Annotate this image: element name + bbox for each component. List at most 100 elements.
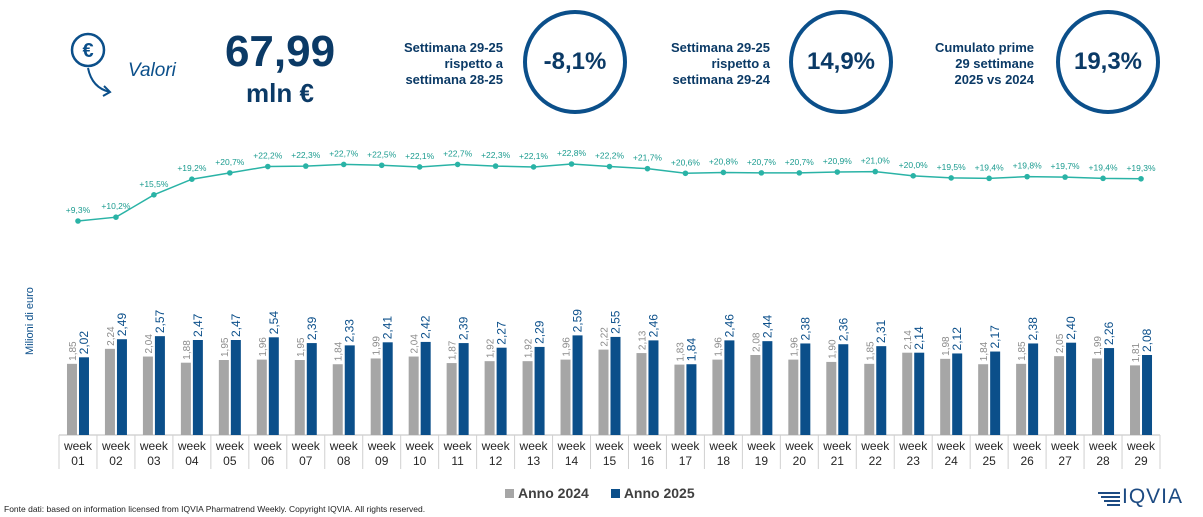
x-tick-label-prefix: week: [1126, 439, 1156, 453]
x-tick-label-prefix: week: [708, 439, 738, 453]
x-tick-label-prefix: week: [481, 439, 511, 453]
x-tick-label: 10: [413, 454, 427, 468]
data-label-2025: 2,57: [153, 309, 167, 333]
data-label-2024: 1,85: [68, 341, 79, 361]
cumulative-growth-point: [872, 168, 879, 175]
bar-2025: [838, 344, 849, 435]
bar-2025: [382, 342, 393, 435]
cumulative-growth-point: [1100, 175, 1106, 182]
data-label-2025: 2,42: [419, 315, 433, 339]
bar-2024: [104, 348, 115, 435]
x-tick-label-prefix: week: [1012, 439, 1042, 453]
cumulative-growth-label: +22,3%: [481, 150, 511, 160]
x-tick-label-prefix: week: [936, 439, 966, 453]
data-label-2024: 2,04: [144, 334, 155, 354]
data-label-2024: 1,84: [334, 341, 345, 361]
bar-2024: [1130, 365, 1141, 435]
x-tick-label-prefix: week: [1050, 439, 1080, 453]
data-label-2024: 1,96: [562, 337, 573, 357]
cumulative-growth-label: +21,0%: [861, 156, 891, 166]
bar-2024: [142, 356, 153, 435]
euro-down-arrow-icon: €: [70, 32, 112, 97]
cumulative-growth-label: +22,2%: [253, 151, 283, 161]
bar-2025: [230, 340, 241, 435]
x-tick-label: 22: [869, 454, 883, 468]
bar-2024: [636, 353, 647, 435]
cumulative-growth-point: [948, 175, 954, 181]
cumulative-growth-point: [530, 164, 537, 170]
cumulative-growth-label: +20,8%: [709, 156, 739, 166]
bar-2024: [256, 359, 267, 435]
cumulative-growth-label: +19,2%: [177, 163, 207, 173]
x-tick-label: 03: [147, 454, 161, 468]
cumulative-growth-point: [113, 214, 119, 220]
data-label-2024: 1,88: [182, 340, 193, 360]
cumulative-growth-label: +22,7%: [329, 148, 359, 158]
bar-2024: [712, 359, 723, 435]
data-label-2025: 2,08: [1140, 328, 1154, 352]
data-label-2025: 2,36: [836, 318, 850, 342]
data-label-2025: 2,47: [229, 313, 243, 337]
data-label-2024: 1,99: [372, 336, 383, 356]
x-tick-label: 07: [299, 454, 313, 468]
data-label-2025: 2,26: [1102, 321, 1116, 345]
data-label-2025: 2,02: [77, 331, 91, 355]
data-label-2025: 2,46: [646, 314, 660, 338]
data-label-2025: 1,84: [684, 338, 698, 362]
cumulative-growth-point: [644, 165, 651, 172]
cumulative-growth-point: [75, 218, 81, 224]
x-tick-label-prefix: week: [898, 439, 928, 453]
x-tick-label: 17: [679, 454, 693, 468]
bar-2024: [1054, 356, 1065, 435]
footer-source: Fonte dati: based on information license…: [4, 504, 426, 514]
bar-2024: [750, 355, 761, 435]
x-tick-label: 28: [1096, 454, 1110, 468]
cumulative-growth-label: +9,3%: [66, 205, 91, 215]
cumulative-growth-point: [834, 169, 841, 175]
bar-2025: [762, 341, 773, 435]
x-tick-label: 09: [375, 454, 389, 468]
data-label-2024: 2,13: [637, 330, 648, 350]
data-label-2024: 1,84: [979, 341, 990, 361]
x-tick-label: 27: [1058, 454, 1072, 468]
cumulative-growth-label: +19,5%: [937, 162, 967, 172]
bar-2024: [674, 364, 685, 435]
weekly-sales-chart: 1,852,02+9,3%week012,242,49+10,2%week022…: [58, 148, 1161, 469]
total-unit: mln €: [246, 78, 314, 108]
data-label-2024: 1,90: [827, 339, 838, 359]
bar-2025: [78, 357, 89, 435]
cumulative-growth-point: [986, 175, 992, 182]
legend-swatch-2024: [505, 488, 514, 498]
bar-2025: [1104, 348, 1115, 435]
data-label-2025: 2,17: [988, 325, 1002, 349]
cumulative-growth-point: [720, 169, 727, 176]
data-label-2024: 1,81: [1131, 342, 1142, 362]
x-tick-label-prefix: week: [139, 439, 169, 453]
cumulative-growth-point: [1024, 173, 1030, 180]
data-label-2024: 1,96: [789, 337, 800, 357]
x-tick-label-prefix: week: [443, 439, 473, 453]
kpi-week-vs-year-text: Settimana 29-25 rispetto a settimana 29-…: [671, 40, 770, 87]
x-tick-label: 13: [527, 454, 541, 468]
x-tick-label: 08: [337, 454, 351, 468]
data-label-2024: 1,85: [1017, 341, 1028, 361]
bar-2024: [294, 360, 305, 435]
data-label-2025: 2,54: [267, 311, 281, 335]
bar-2024: [1092, 358, 1103, 435]
x-tick-label-prefix: week: [670, 439, 700, 453]
cumulative-growth-label: +21,7%: [633, 153, 663, 163]
bar-2024: [522, 361, 533, 435]
cumulative-growth-label: +19,4%: [1089, 162, 1119, 172]
legend-item-2025: Anno 2025: [610, 485, 695, 501]
x-tick-label: 01: [71, 454, 85, 468]
bar-2024: [902, 352, 913, 435]
data-label-2024: 2,24: [106, 326, 117, 346]
bar-2024: [978, 364, 989, 435]
x-tick-label-prefix: week: [405, 439, 435, 453]
x-tick-label: 16: [641, 454, 655, 468]
data-label-2025: 2,29: [533, 320, 547, 344]
x-tick-label: 05: [223, 454, 237, 468]
bar-2025: [686, 364, 697, 435]
x-tick-label-prefix: week: [822, 439, 852, 453]
data-label-2025: 2,38: [798, 317, 812, 341]
